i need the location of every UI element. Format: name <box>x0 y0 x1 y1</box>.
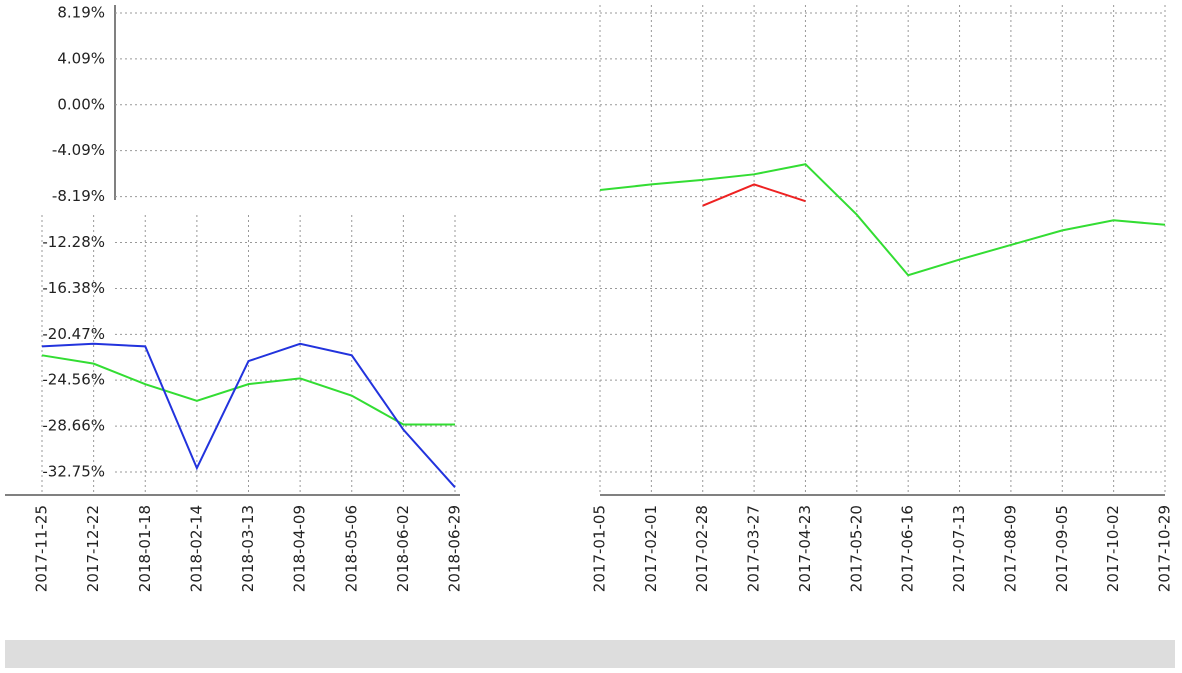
x-tick-label: 2018-05-06 <box>342 505 360 592</box>
x-tick-label: 2017-02-28 <box>693 505 711 592</box>
x-tick-label: 2018-03-13 <box>239 505 257 592</box>
x-tick-label: 2018-02-14 <box>187 505 205 592</box>
x-tick-label: 2017-03-27 <box>745 505 763 592</box>
x-tick-label: 2017-12-22 <box>84 505 102 592</box>
x-tick-label: 2017-11-25 <box>33 505 51 592</box>
y-tick-label: 8.19% <box>57 3 105 21</box>
x-tick-label: 2017-10-29 <box>1156 505 1174 592</box>
x-tick-label: 2017-02-01 <box>642 505 660 592</box>
chart: 8.19% 4.09% 0.00% -4.09% -8.19% -12.28% -16.38… <box>0 0 1182 673</box>
x-tick-label: 2017-04-23 <box>796 505 814 592</box>
y-tick-label: -24.56% <box>42 371 105 389</box>
y-tick-label: -12.28% <box>42 233 105 251</box>
y-tick-label: -32.75% <box>42 463 105 481</box>
y-tick-label: -28.66% <box>42 417 105 435</box>
y-tick-label: -4.09% <box>52 141 105 159</box>
x-tick-label: 2017-05-20 <box>847 505 865 592</box>
x-tick-label: 2017-07-13 <box>950 505 968 592</box>
y-tick-label: -8.19% <box>52 187 105 205</box>
y-tick-label: -16.38% <box>42 279 105 297</box>
y-tick-label: -20.47% <box>42 325 105 343</box>
y-tick-label: 0.00% <box>57 95 105 113</box>
x-tick-label: 2017-08-09 <box>1001 505 1019 592</box>
x-tick-label: 2018-01-18 <box>136 505 154 592</box>
x-tick-label: 2018-06-02 <box>394 505 412 592</box>
y-tick-label: 4.09% <box>57 49 105 67</box>
status-bar <box>5 640 1175 668</box>
x-tick-label: 2017-06-16 <box>899 505 917 592</box>
x-tick-label: 2017-09-05 <box>1053 505 1071 592</box>
x-tick-label: 2017-10-02 <box>1104 505 1122 592</box>
x-tick-label: 2018-04-09 <box>291 505 309 592</box>
x-tick-label: 2018-06-29 <box>446 505 464 592</box>
x-tick-label: 2017-01-05 <box>591 505 609 592</box>
